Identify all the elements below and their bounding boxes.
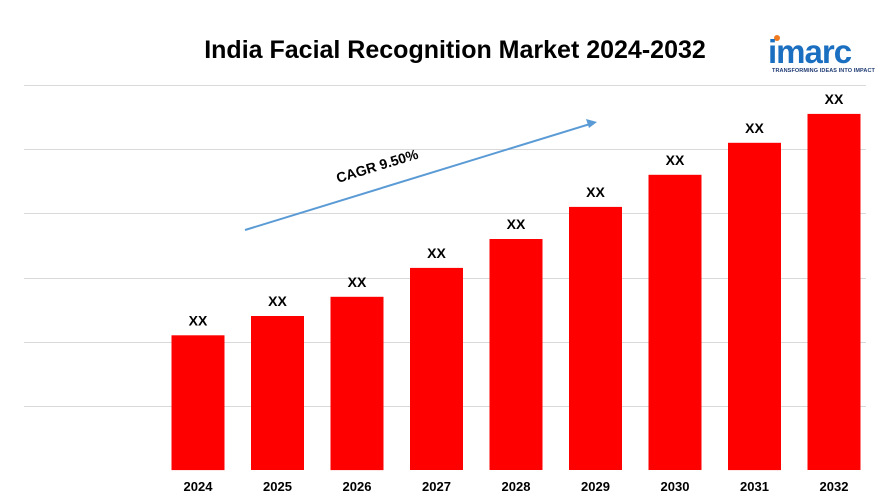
- x-tick-label: 2029: [581, 479, 610, 494]
- data-label: XX: [825, 91, 844, 107]
- data-label: XX: [427, 245, 446, 261]
- cagr-arrow-head: [586, 119, 597, 128]
- data-labels: XX XX XX XX XX XX XX XX XX: [189, 91, 844, 328]
- bar-2031: [728, 142, 781, 471]
- bar-2027: [410, 267, 463, 470]
- bar-2026: [330, 296, 384, 471]
- x-tick-label: 2024: [184, 479, 214, 494]
- bar-2024: [171, 335, 225, 471]
- data-label: XX: [268, 293, 287, 309]
- x-tick-label: 2032: [820, 479, 849, 494]
- logo-wordmark: imarc: [768, 33, 852, 70]
- x-tick-label: 2025: [263, 479, 292, 494]
- data-label: XX: [189, 312, 208, 328]
- x-tick-label: 2027: [422, 479, 451, 494]
- data-label: XX: [745, 120, 764, 136]
- bar-2029: [569, 206, 622, 470]
- x-tick-label: 2030: [661, 479, 690, 494]
- bar-2032: [807, 113, 861, 471]
- data-label: XX: [586, 184, 605, 200]
- x-axis-tick-labels: 2024 2025 2026 2027 2028 2029 2030 2031 2032: [184, 479, 849, 494]
- gridlines: [24, 85, 866, 407]
- chart-title: India Facial Recognition Market 2024-203…: [204, 36, 706, 64]
- imarc-logo: imarc TRANSFORMING IDEAS INTO IMPACT: [768, 33, 875, 80]
- logo-tagline: TRANSFORMING IDEAS INTO IMPACT: [772, 68, 876, 74]
- bar-series: [171, 113, 861, 471]
- x-tick-label: 2031: [740, 479, 769, 494]
- x-tick-label: 2028: [502, 479, 531, 494]
- bar-2025: [251, 316, 304, 470]
- bar-2028: [489, 239, 543, 470]
- data-label: XX: [348, 274, 367, 290]
- logo-accent-dot: [774, 35, 780, 41]
- data-label: XX: [666, 152, 685, 168]
- cagr-arrow-line: [244, 123, 591, 231]
- data-label: XX: [507, 216, 526, 232]
- x-tick-label: 2026: [343, 479, 372, 494]
- bar-2030: [648, 174, 702, 471]
